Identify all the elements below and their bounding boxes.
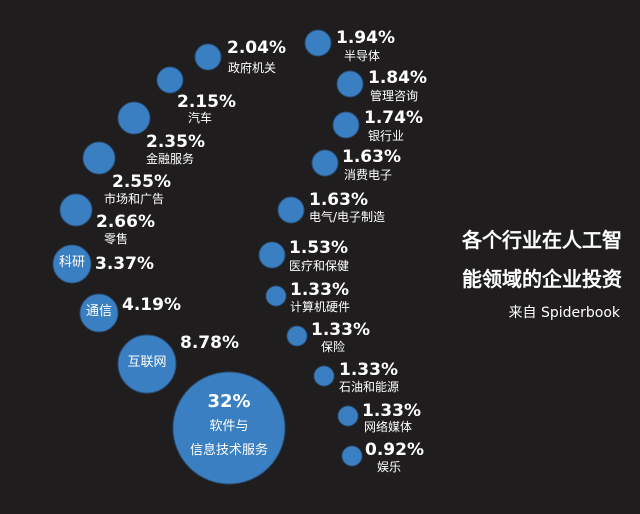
bubble-1 (117, 334, 177, 394)
category-label: 网络媒体 (364, 420, 413, 434)
bubble-11 (332, 111, 360, 139)
category-label: 汽车 (188, 111, 213, 125)
bubble-17 (313, 365, 335, 387)
bubble-0 (172, 371, 286, 485)
value-label: 4.19% (122, 295, 181, 315)
value-label: 2.66% (96, 212, 155, 232)
value-label: 2.55% (112, 172, 171, 192)
bubble-10 (336, 70, 364, 98)
bubble-13 (277, 196, 305, 224)
category-label: 石油和能源 (339, 380, 400, 394)
bubble-15 (265, 285, 287, 307)
category-label: 零售 (104, 232, 129, 246)
category-label: 金融服务 (146, 152, 195, 166)
category-label: 市场和广告 (104, 192, 165, 206)
category-label-line2: 信息技术服务 (189, 443, 268, 458)
category-label: 保险 (321, 340, 346, 354)
value-label: 1.33% (311, 320, 370, 340)
value-label: 2.04% (227, 38, 286, 58)
category-label: 计算机硬件 (290, 300, 351, 314)
category-label: 电气/电子制造 (309, 210, 386, 224)
category-label: 科研 (58, 255, 85, 270)
bubble-16 (286, 325, 308, 347)
value-label: 1.94% (336, 28, 395, 48)
category-label: 政府机关 (228, 61, 277, 75)
category-label: 银行业 (368, 129, 405, 143)
value-label: 1.63% (309, 190, 368, 210)
value-label: 2.15% (177, 92, 236, 112)
chart-source: 来自 Spiderbook (508, 305, 621, 321)
category-label: 管理咨询 (370, 89, 419, 103)
value-label: 1.74% (364, 108, 423, 128)
bubble-19 (341, 445, 363, 467)
bubble-18 (337, 405, 359, 427)
value-label: 1.33% (362, 401, 421, 421)
bubble-4 (59, 193, 93, 227)
category-label: 娱乐 (377, 460, 402, 474)
chart-title-line1: 各个行业在人工智 (462, 228, 622, 252)
value-label: 32% (207, 391, 251, 412)
category-label: 互联网 (127, 355, 167, 370)
chart-title-line2: 能领域的企业投资 (462, 267, 622, 291)
bubble-8 (194, 43, 222, 71)
value-label: 1.33% (290, 280, 349, 300)
bubble-12 (311, 149, 339, 177)
category-label: 消费电子 (344, 168, 393, 182)
category-label: 半导体 (344, 49, 381, 63)
value-label: 8.78% (180, 333, 239, 353)
bubble-7 (156, 66, 184, 94)
bubble-9 (304, 29, 332, 57)
value-label: 1.84% (368, 68, 427, 88)
bubble-6 (117, 101, 151, 135)
category-label: 通信 (85, 304, 112, 319)
category-label: 软件与 (209, 419, 249, 434)
value-label: 3.37% (95, 254, 154, 274)
value-label: 1.53% (289, 238, 348, 258)
value-label: 1.63% (342, 147, 401, 167)
bubble-2 (79, 293, 119, 333)
bubble-14 (258, 241, 286, 269)
value-label: 0.92% (365, 440, 424, 460)
value-label: 1.33% (339, 360, 398, 380)
bubble-3 (52, 244, 92, 284)
bubble-5 (82, 141, 116, 175)
category-label: 医疗和保健 (289, 259, 350, 273)
value-label: 2.35% (146, 132, 205, 152)
